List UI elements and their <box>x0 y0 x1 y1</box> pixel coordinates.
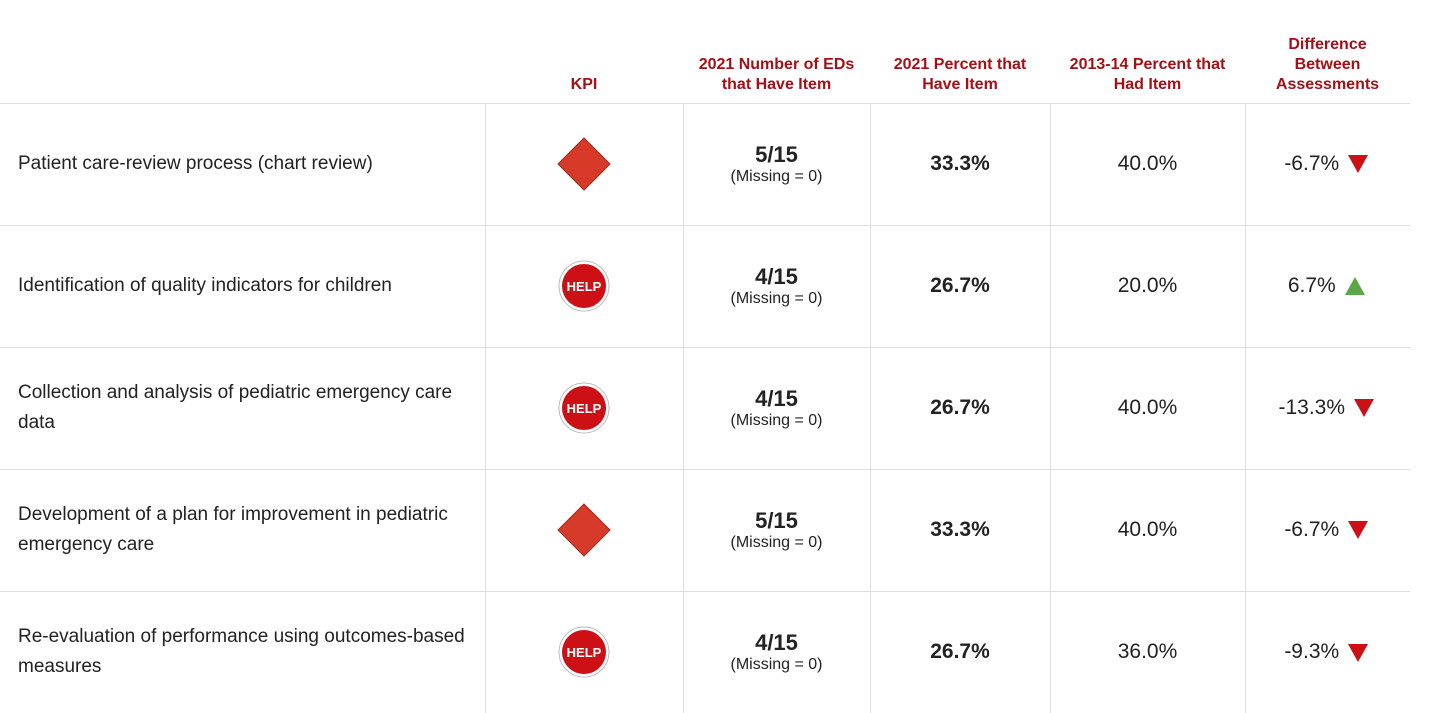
diff-cell: -13.3% <box>1244 346 1410 469</box>
header-row: KPI 2021 Number of EDs that Have Item 2021… <box>0 0 1410 103</box>
diamond-icon <box>557 503 611 557</box>
count: 5/15 <box>755 142 798 167</box>
table-row: Collection and analysis of pediatric eme… <box>0 346 1410 469</box>
kpi-icon <box>557 137 611 191</box>
stop-icon-label: HELP <box>567 401 602 416</box>
pct-2013-cell: 40.0% <box>1049 346 1245 469</box>
header-cell: 2021 Number of EDs that Have Item <box>698 55 855 93</box>
diff-value: -9.3% <box>1284 640 1340 664</box>
stop-icon-label: HELP <box>567 279 602 294</box>
header-cell: 2021 Percent that Have Item <box>893 55 1027 93</box>
missing: (Missing = 0) <box>730 290 823 307</box>
missing: (Missing = 0) <box>730 534 823 551</box>
table-row: Identification of quality indicators for… <box>0 224 1410 347</box>
diff-value: -6.7% <box>1284 152 1340 175</box>
kpi-icon: HELP <box>558 260 610 312</box>
item-cell: Collection and analysis of pediatric eme… <box>0 346 485 469</box>
trend-icon <box>1354 399 1375 418</box>
header-cell: KPI <box>570 75 598 93</box>
kpi-icon <box>557 503 611 557</box>
count: 4/15 <box>755 630 798 656</box>
kpi-cell: HELP <box>484 346 683 469</box>
header-cell: Difference Between Assessments <box>1275 35 1380 93</box>
count: 4/15 <box>755 386 798 411</box>
table-row: Development of a plan for improvement in… <box>0 468 1410 591</box>
diff-cell: -6.7% <box>1244 102 1410 225</box>
pct-2021-cell: 33.3% <box>869 468 1050 591</box>
stop-icon <box>562 264 606 308</box>
count: 5/15 <box>755 508 798 533</box>
stop-icon <box>562 630 606 675</box>
pct-2013-cell: 20.0% <box>1049 224 1245 347</box>
diff-cell: 6.7% <box>1244 224 1410 347</box>
item-cell: Patient care-review process (chart revie… <box>0 102 485 225</box>
count-cell: 4/15 (Missing = 0) <box>682 224 870 347</box>
diff-value: -6.7% <box>1284 518 1340 541</box>
header-cell: 2013-14 Percent that Had Item <box>1069 55 1226 93</box>
kpi-cell: HELP <box>484 224 683 347</box>
count-cell: 4/15 (Missing = 0) <box>682 590 870 713</box>
trend-up <box>1344 277 1365 296</box>
item-cell: Development of a plan for improvement in… <box>0 468 485 591</box>
item-cell: Identification of quality indicators for… <box>0 224 485 347</box>
trend-down <box>1348 521 1369 540</box>
trend-down <box>1348 155 1369 174</box>
missing: (Missing = 0) <box>730 168 823 185</box>
trend-icon <box>1348 521 1369 540</box>
table-body: Patient care-review process (chart revie… <box>0 102 1410 713</box>
item-cell: Re-evaluation of performance using outco… <box>0 590 485 713</box>
diff-value: -13.3% <box>1278 396 1346 419</box>
trend-down <box>1348 643 1369 662</box>
count: 4/15 <box>755 264 798 289</box>
kpi-cell <box>484 468 683 591</box>
count-cell: 5/15 (Missing = 0) <box>682 102 870 225</box>
trend-down <box>1354 399 1375 418</box>
pct-2021-cell: 26.7% <box>869 224 1050 347</box>
kpi-cell: HELP <box>484 590 683 713</box>
pct-2021-cell: 26.7% <box>869 590 1050 713</box>
kpi-icon: HELP <box>558 626 610 678</box>
kpi-cell <box>484 102 683 225</box>
count-cell: 5/15 (Missing = 0) <box>682 468 870 591</box>
diff-cell: -9.3% <box>1244 590 1410 713</box>
trend-icon <box>1348 155 1369 174</box>
stop-icon-label: HELP <box>567 645 602 660</box>
pct-2021-cell: 33.3% <box>869 102 1050 225</box>
missing: (Missing = 0) <box>730 656 823 674</box>
trend-icon <box>1344 277 1365 296</box>
pct-2013-cell: 40.0% <box>1049 468 1245 591</box>
header-cell <box>0 0 485 103</box>
diamond-icon <box>557 137 611 191</box>
kpi-icon: HELP <box>558 382 610 434</box>
table-row: Patient care-review process (chart revie… <box>0 102 1410 225</box>
table-row: Re-evaluation of performance using outco… <box>0 590 1410 713</box>
diff-cell: -6.7% <box>1244 468 1410 591</box>
stop-icon <box>562 386 606 430</box>
count-cell: 4/15 (Missing = 0) <box>682 346 870 469</box>
trend-icon <box>1348 643 1369 662</box>
pct-2021-cell: 26.7% <box>869 346 1050 469</box>
diff-value: 6.7% <box>1287 274 1336 297</box>
missing: (Missing = 0) <box>730 412 823 429</box>
pct-2013-cell: 40.0% <box>1049 102 1245 225</box>
pct-2013-cell: 36.0% <box>1049 590 1245 713</box>
